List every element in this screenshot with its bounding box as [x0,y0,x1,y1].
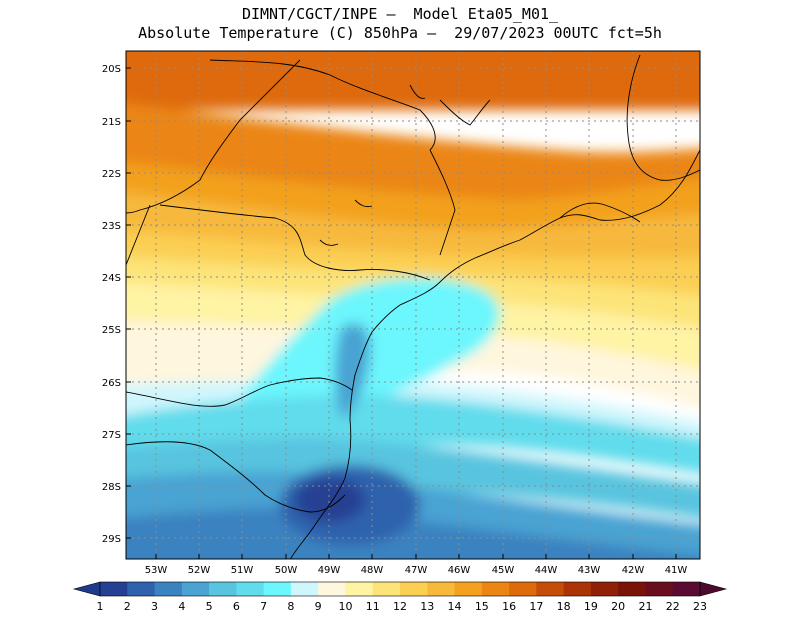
lat-label-26S: 26S [102,378,121,389]
colorbar-swatch [618,582,646,596]
reservoir-2 [409,84,426,99]
colorbar-swatch [400,582,428,596]
colorbar-label: 7 [260,600,267,613]
colorbar-swatch [427,582,456,596]
lon-label-45W: 45W [492,565,515,576]
border-mg-sp [209,59,436,151]
border-mg-rj [559,202,641,223]
border-mg-es [626,54,700,181]
lat-label-22S: 22S [102,169,121,180]
lon-label-41W: 41W [665,565,688,576]
colorbar-swatch [209,582,237,596]
colorbar-label: 18 [557,600,571,613]
colorbar-label: 19 [584,600,598,613]
colorbar-swatch [536,582,565,596]
colorbar-label: 1 [97,600,104,613]
longitude-labels: 53W 52W 51W 50W 49W 48W 47W 46W 45W 44W 43W 42W 41W [145,554,688,576]
colorbar: 1 2 3 4 5 6 7 8 9 10 11 12 13 14 15 16 17 18 19 20 21 22 23 [72,581,728,613]
colorbar-swatch [672,582,701,596]
colorbar-label: 8 [287,600,294,613]
colorbar-label: 20 [611,600,625,613]
border-pr-ms [126,204,151,266]
colorbar-label: 23 [693,600,707,613]
colorbar-swatch [318,582,346,596]
colorbar-swatch [563,582,592,596]
reservoir-4 [319,239,339,246]
lon-label-52W: 52W [188,565,211,576]
latitude-labels: 20S 21S 22S 23S 24S 25S 26S 27S 28S 29S [102,64,131,545]
colorbar-swatch [236,582,265,596]
colorbar-label: 10 [338,600,352,613]
colorbar-swatch [454,582,483,596]
lon-label-47W: 47W [405,565,428,576]
colorbar-swatch [509,582,537,596]
lon-label-49W: 49W [318,565,341,576]
colorbar-left-arrow [72,581,101,597]
colorbar-right-arrow [699,581,728,597]
lon-label-44W: 44W [535,565,558,576]
lat-label-20S: 20S [102,64,121,75]
lon-label-50W: 50W [275,565,298,576]
lon-label-53W: 53W [145,565,168,576]
lon-label-43W: 43W [578,565,601,576]
reservoir-3 [354,199,373,208]
graticule [126,51,700,559]
border-ms-sp [126,59,301,214]
map-frame [125,50,701,560]
colorbar-swatch [154,582,183,596]
colorbar-swatch [263,582,292,596]
colorbar-frame [99,581,701,597]
border-sp-mg [429,149,456,256]
colorbar-label: 2 [124,600,131,613]
colorbar-label: 4 [178,600,185,613]
lat-label-21S: 21S [102,117,121,128]
colorbar-label: 5 [206,600,213,613]
colorbar-label: 3 [151,600,158,613]
border-pr-sc [126,377,353,407]
title-line-2: Absolute Temperature (C) 850hPa – 29/07/… [138,24,662,42]
lat-label-25S: 25S [102,325,121,336]
colorbar-label: 17 [529,600,543,613]
lat-label-24S: 24S [102,273,121,284]
lon-label-48W: 48W [361,565,384,576]
colorbar-label: 16 [502,600,516,613]
lat-label-28S: 28S [102,482,121,493]
colorbar-label: 11 [366,600,380,613]
colorbar-swatch [645,582,674,596]
lon-label-46W: 46W [448,565,471,576]
colorbar-label: 13 [420,600,434,613]
lat-label-27S: 27S [102,430,121,441]
colorbar-swatch [481,582,510,596]
colorbar-label: 12 [393,600,407,613]
colorbar-label: 15 [475,600,489,613]
border-pr-sp [159,204,431,281]
reservoir-1 [439,99,491,126]
colorbar-label: 22 [666,600,680,613]
lat-label-29S: 29S [102,534,121,545]
coastline [290,149,700,559]
lon-label-42W: 42W [622,565,645,576]
colorbar-label: 14 [448,600,462,613]
title-line-1: DIMNT/CGCT/INPE – Model Eta05_M01_ [241,5,559,23]
border-sc-rs [126,441,346,513]
coastline-borders [126,54,700,559]
colorbar-label: 9 [315,600,322,613]
colorbar-swatch [590,582,619,596]
colorbar-swatch [127,582,156,596]
colorbar-label: 6 [233,600,240,613]
colorbar-swatch [100,582,128,596]
temperature-field [126,51,700,559]
colorbar-swatch [181,582,210,596]
colorbar-swatch [290,582,319,596]
lon-label-51W: 51W [231,565,254,576]
colorbar-swatch [345,582,374,596]
colorbar-label: 21 [638,600,652,613]
colorbar-swatch [372,582,401,596]
lat-label-23S: 23S [102,221,121,232]
